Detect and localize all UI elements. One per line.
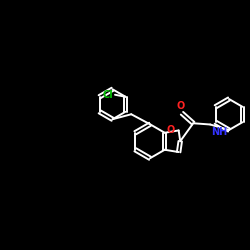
Text: O: O (167, 125, 175, 135)
Text: Cl: Cl (103, 90, 114, 100)
Text: NH: NH (211, 127, 227, 137)
Text: O: O (176, 101, 185, 111)
